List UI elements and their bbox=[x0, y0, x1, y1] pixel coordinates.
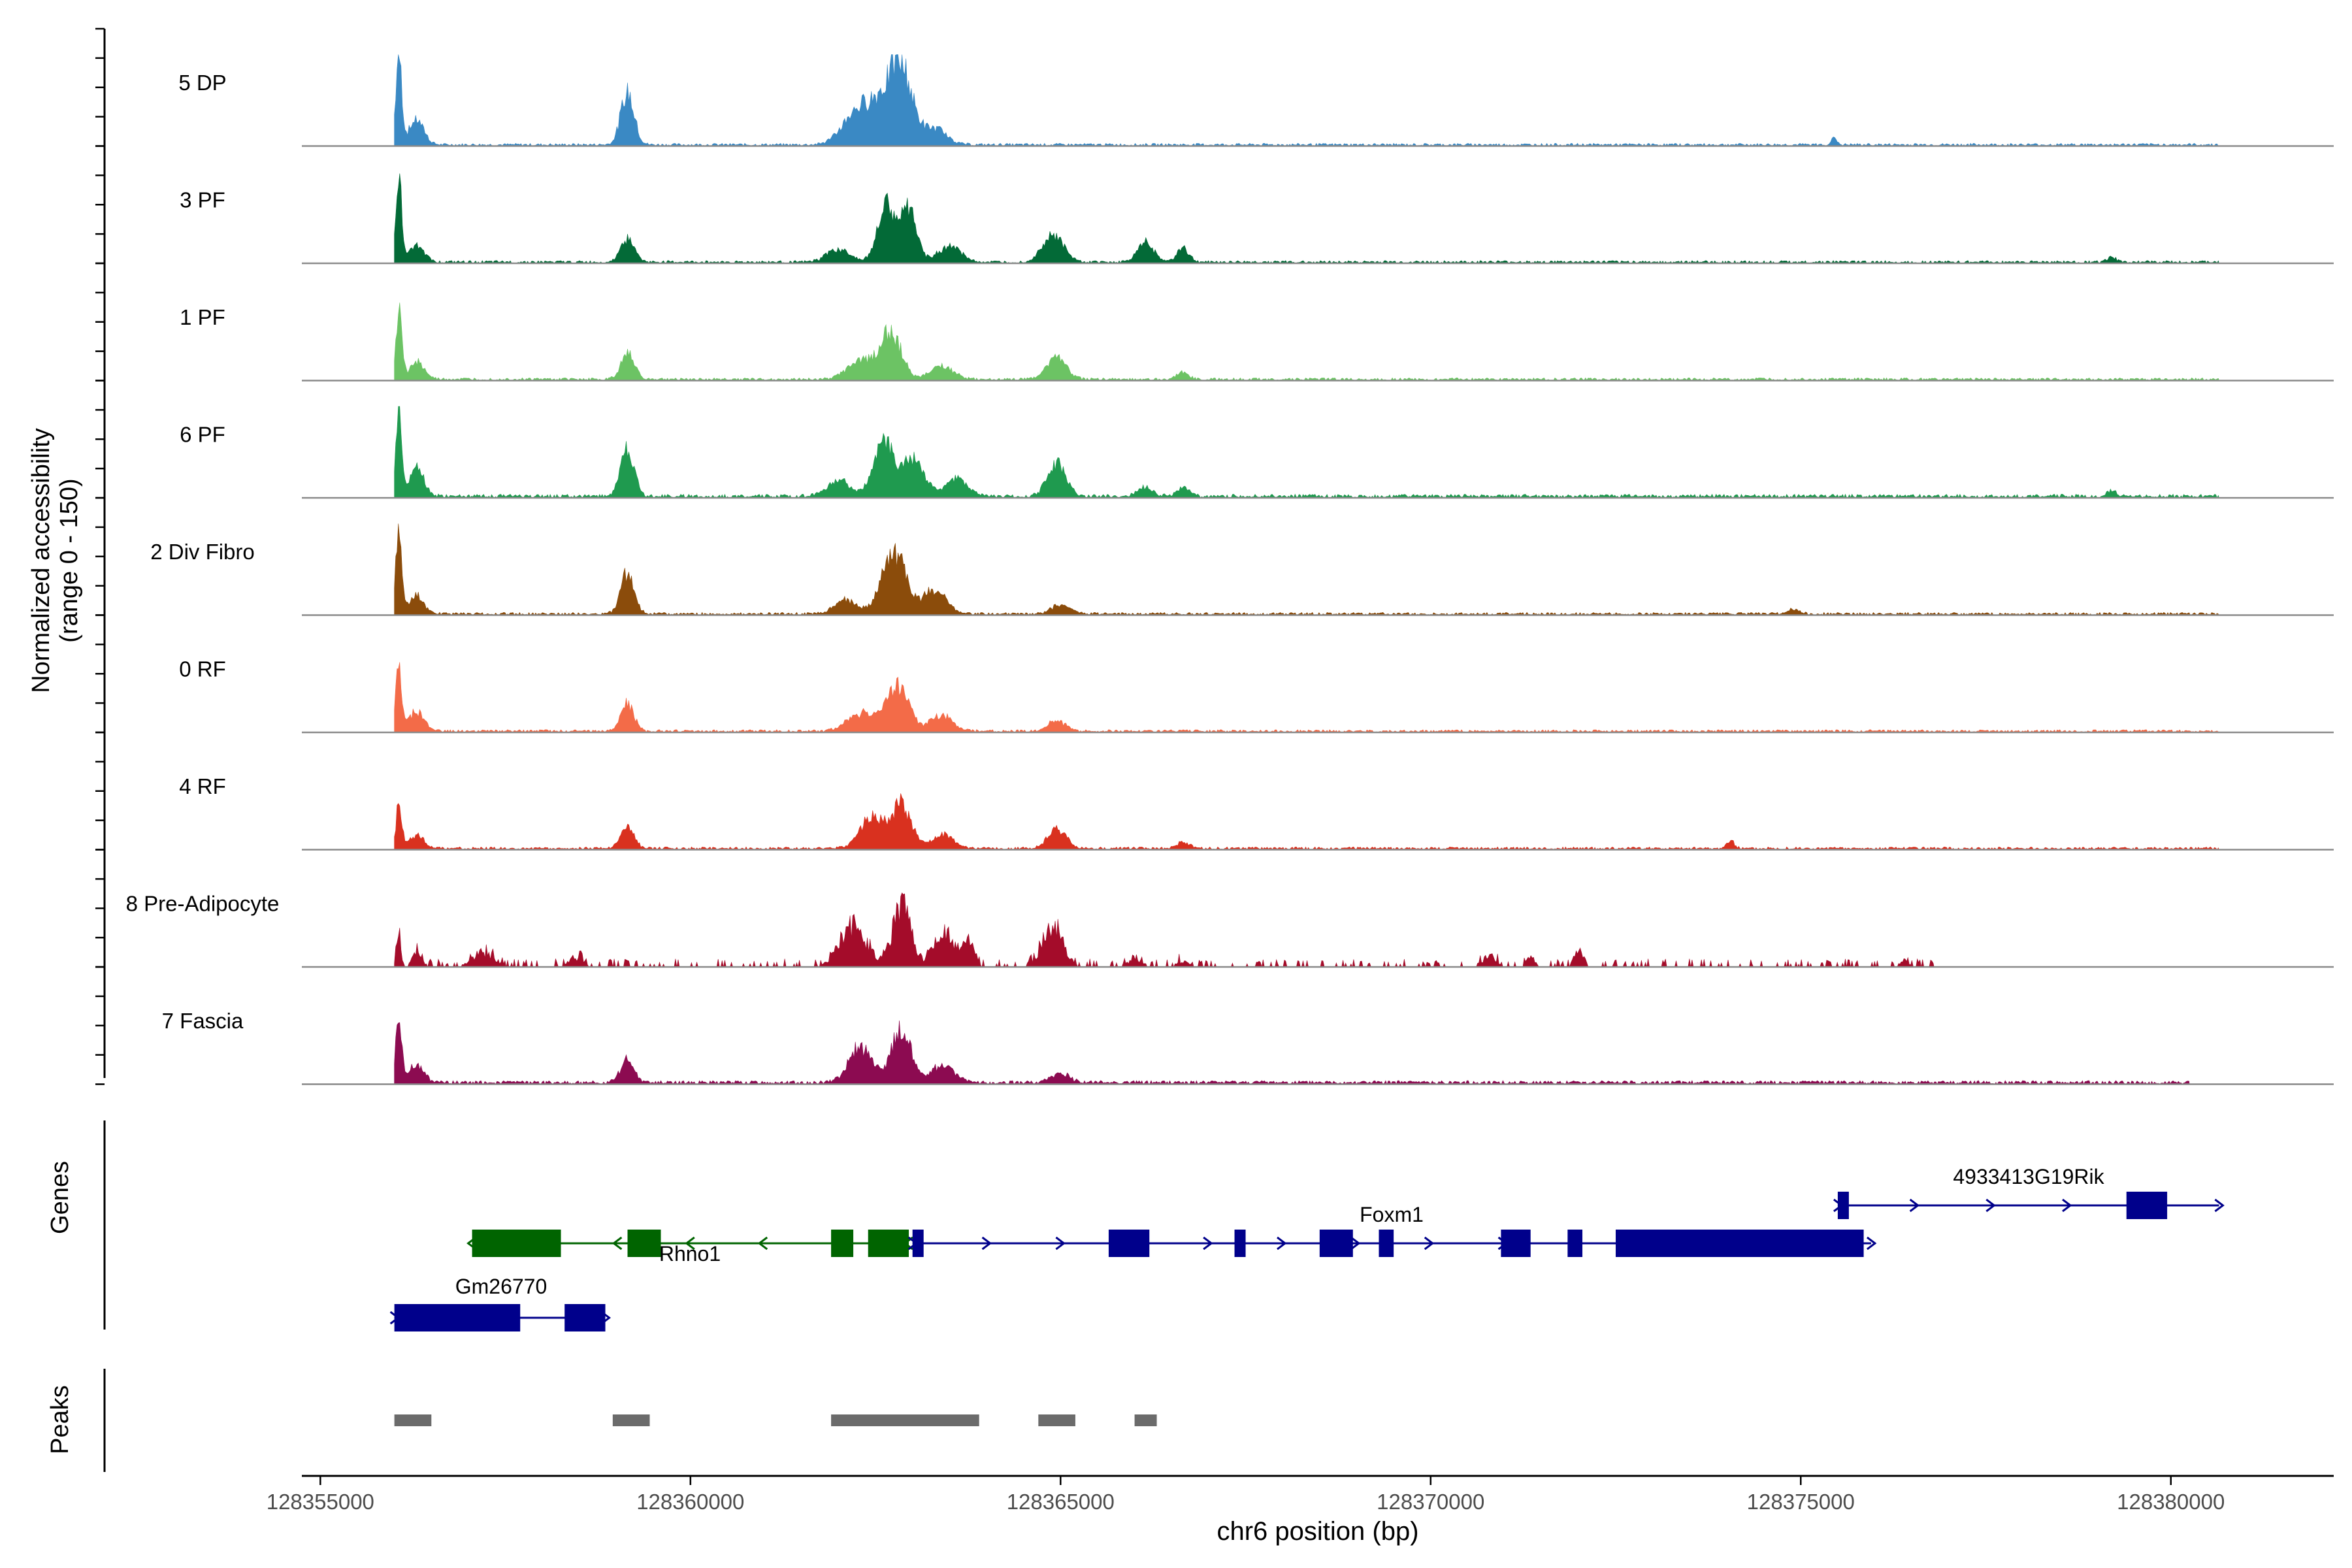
exon-block bbox=[1108, 1230, 1150, 1257]
gene-model: Foxm1 bbox=[907, 1203, 1877, 1257]
strand-arrow bbox=[1277, 1236, 1287, 1250]
coverage-tracks: 5 DP 3 PF 1 PF 6 PF 2 Div Fibro 0 RF 4 RF 8 Pre… bbox=[126, 54, 2334, 1085]
coverage-track: 0 RF bbox=[179, 657, 2334, 734]
coverage-track: 7 Fascia bbox=[162, 1009, 2334, 1085]
gene-name-label: Foxm1 bbox=[1360, 1203, 1424, 1226]
coverage-track: 2 Div Fibro bbox=[150, 523, 2334, 616]
exon-block bbox=[564, 1304, 606, 1331]
exon-block bbox=[394, 1304, 521, 1331]
gene-model: Gm26770 bbox=[389, 1275, 612, 1331]
peak-region bbox=[612, 1414, 650, 1426]
exon-block bbox=[1319, 1230, 1353, 1257]
y-axis-range-label: (range 0 - 150) bbox=[56, 478, 83, 642]
genes-track: Gm26770 Rhno1 Foxm1 4933413G19Rik bbox=[389, 1165, 2225, 1331]
coverage-track: 8 Pre-Adipocyte bbox=[126, 892, 2334, 968]
peak-region bbox=[831, 1414, 979, 1426]
coverage-track: 4 RF bbox=[179, 774, 2334, 851]
x-tick-label: 128370000 bbox=[1377, 1490, 1484, 1514]
x-tick-label: 128365000 bbox=[1007, 1490, 1115, 1514]
coverage-track: 6 PF bbox=[180, 406, 2334, 499]
strand-arrow bbox=[1350, 1236, 1361, 1250]
coverage-track: 5 DP bbox=[178, 54, 2334, 147]
exon-block bbox=[1616, 1230, 1864, 1257]
gene-name-label: 4933413G19Rik bbox=[1953, 1165, 2104, 1188]
exon-block bbox=[1837, 1192, 1849, 1219]
y-axis-title: Normalized accessibility bbox=[27, 428, 55, 693]
track-label: 3 PF bbox=[180, 188, 225, 212]
strand-arrow bbox=[1203, 1236, 1213, 1250]
track-label: 1 PF bbox=[180, 305, 225, 329]
track-label: 2 Div Fibro bbox=[150, 540, 255, 564]
exon-block bbox=[831, 1230, 854, 1257]
gene-name-label: Rhno1 bbox=[659, 1242, 721, 1266]
peaks-track bbox=[394, 1414, 1157, 1426]
strand-arrow bbox=[1985, 1198, 1996, 1213]
exon-block bbox=[627, 1230, 661, 1257]
strand-arrow bbox=[1909, 1198, 1920, 1213]
track-label: 6 PF bbox=[180, 423, 225, 447]
x-tick-label: 128360000 bbox=[636, 1490, 744, 1514]
x-axis-ticks: 128355000 128360000 128365000 128370000 1283… bbox=[267, 1476, 2225, 1514]
strand-arrow bbox=[981, 1236, 992, 1250]
coverage-track: 3 PF bbox=[180, 173, 2334, 265]
strand-arrow bbox=[1866, 1236, 1877, 1250]
x-axis-title: chr6 position (bp) bbox=[1217, 1517, 1418, 1546]
exon-block bbox=[1234, 1230, 1246, 1257]
strand-arrow bbox=[2214, 1198, 2225, 1213]
strand-arrow bbox=[1055, 1236, 1066, 1250]
track-label: 8 Pre-Adipocyte bbox=[126, 892, 280, 916]
x-tick-label: 128375000 bbox=[1747, 1490, 1855, 1514]
exon-block bbox=[912, 1230, 924, 1257]
peak-region bbox=[1134, 1414, 1157, 1426]
strand-arrow bbox=[2062, 1198, 2072, 1213]
strand-arrow bbox=[612, 1236, 623, 1250]
strand-arrow bbox=[1424, 1236, 1435, 1250]
x-tick-label: 128380000 bbox=[2117, 1490, 2225, 1514]
peaks-track-label: Peaks bbox=[46, 1385, 74, 1454]
exon-block bbox=[1567, 1230, 1583, 1257]
strand-arrow bbox=[757, 1236, 768, 1250]
gene-model: 4933413G19Rik bbox=[1833, 1165, 2225, 1219]
exon-block bbox=[1379, 1230, 1394, 1257]
exon-block bbox=[2126, 1192, 2168, 1219]
peak-region bbox=[1038, 1414, 1075, 1426]
track-label: 5 DP bbox=[178, 71, 226, 95]
coverage-area bbox=[394, 1021, 2190, 1085]
coverage-area bbox=[394, 523, 2219, 616]
peak-region bbox=[394, 1414, 432, 1426]
strand-arrow bbox=[685, 1236, 695, 1250]
track-label: 0 RF bbox=[179, 657, 226, 681]
exon-block bbox=[868, 1230, 909, 1257]
coverage-track: 1 PF bbox=[180, 302, 2334, 382]
coverage-y-axis-ticks bbox=[95, 27, 105, 1085]
exon-block bbox=[1501, 1230, 1531, 1257]
genes-track-label: Genes bbox=[46, 1161, 74, 1234]
exon-block bbox=[472, 1230, 561, 1257]
x-tick-label: 128355000 bbox=[267, 1490, 374, 1514]
track-label: 7 Fascia bbox=[162, 1009, 244, 1033]
gene-name-label: Gm26770 bbox=[455, 1275, 547, 1298]
gene-model: Rhno1 bbox=[466, 1230, 913, 1266]
track-label: 4 RF bbox=[179, 774, 226, 798]
